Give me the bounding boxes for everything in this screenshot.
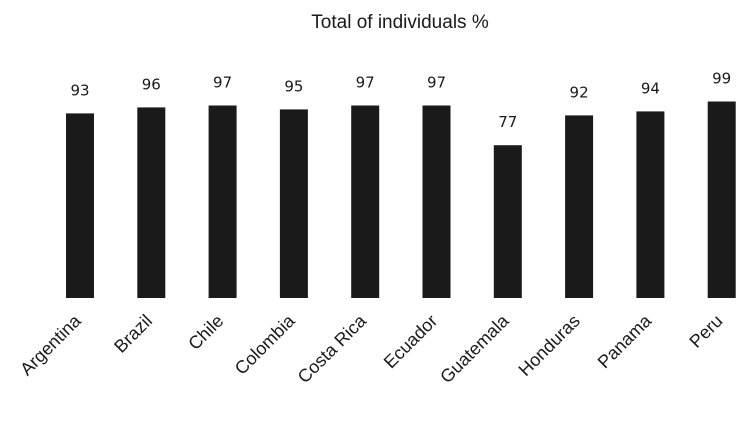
value-label-chile: 97 — [213, 74, 232, 92]
value-label-panama: 94 — [641, 79, 660, 97]
value-label-honduras: 92 — [570, 83, 589, 101]
category-label-argentina: Argentina — [16, 310, 85, 379]
value-label-costa-rica: 97 — [356, 74, 375, 92]
category-label-guatemala: Guatemala — [436, 310, 513, 387]
chart-title: Total of individuals % — [311, 12, 489, 33]
bar-honduras — [565, 115, 593, 298]
category-label-ecuador: Ecuador — [380, 311, 442, 373]
value-label-colombia: 95 — [284, 77, 303, 95]
bar-costa-rica — [351, 106, 379, 299]
category-label-honduras: Honduras — [515, 311, 584, 380]
category-label-panama: Panama — [594, 310, 656, 372]
bar-brazil — [137, 107, 165, 298]
value-labels-group: 93 96 97 95 97 97 77 92 94 99 — [70, 70, 731, 132]
value-label-guatemala: 77 — [498, 113, 517, 131]
value-label-peru: 99 — [712, 70, 731, 88]
value-label-ecuador: 97 — [427, 74, 446, 92]
category-label-brazil: Brazil — [110, 311, 156, 357]
value-label-argentina: 93 — [70, 81, 89, 99]
bar-chile — [209, 106, 237, 299]
bar-colombia — [280, 109, 308, 298]
bar-panama — [636, 111, 664, 298]
category-label-colombia: Colombia — [231, 310, 300, 379]
bar-guatemala — [494, 145, 522, 298]
bar-argentina — [66, 113, 94, 298]
bar-ecuador — [423, 106, 451, 299]
category-label-chile: Chile — [184, 311, 227, 354]
bars-group — [66, 102, 736, 299]
category-label-costa-rica: Costa Rica — [294, 310, 371, 387]
category-label-peru: Peru — [685, 311, 726, 352]
value-label-brazil: 96 — [142, 75, 161, 93]
bar-peru — [708, 102, 736, 299]
